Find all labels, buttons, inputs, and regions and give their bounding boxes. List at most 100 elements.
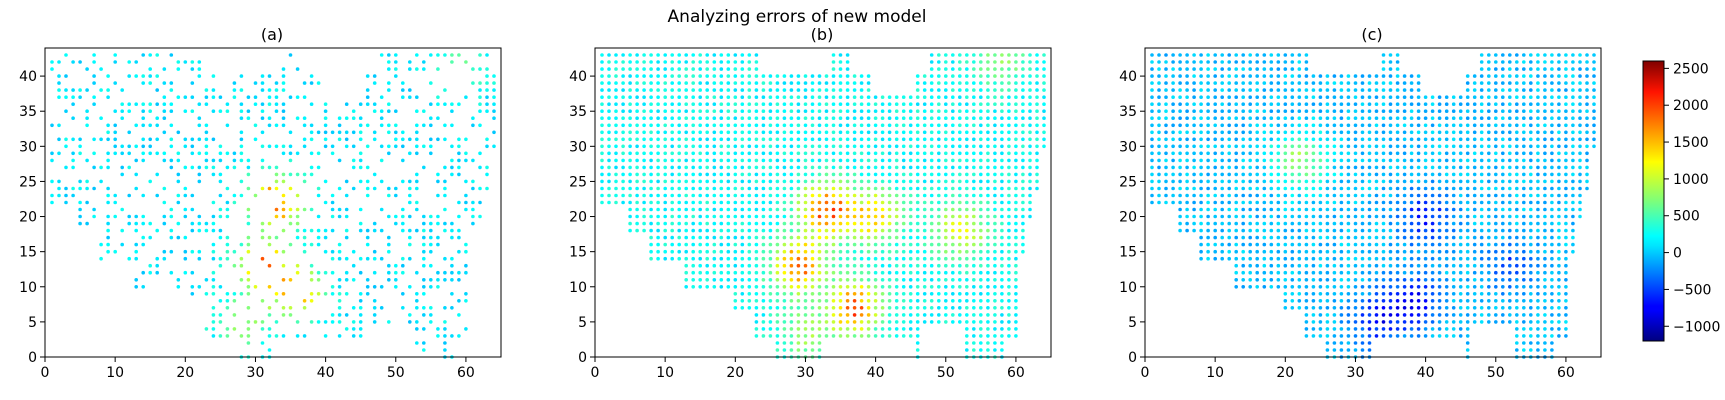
scatter-point bbox=[908, 228, 913, 233]
scatter-point bbox=[1304, 137, 1309, 142]
scatter-point bbox=[972, 207, 976, 212]
scatter-point bbox=[450, 221, 454, 226]
scatter-point bbox=[873, 158, 878, 163]
scatter-point bbox=[958, 158, 962, 163]
scatter-point bbox=[979, 109, 983, 113]
scatter-point bbox=[330, 270, 335, 275]
scatter-point bbox=[880, 306, 885, 310]
scatter-point bbox=[1311, 334, 1316, 338]
scatter-point bbox=[260, 144, 265, 149]
scatter-point bbox=[401, 158, 405, 163]
scatter-point bbox=[1150, 165, 1154, 170]
scatter-point bbox=[712, 158, 717, 163]
scatter-point bbox=[1255, 179, 1259, 184]
scatter-point bbox=[937, 144, 941, 149]
scatter-point bbox=[1501, 200, 1505, 205]
scatter-point bbox=[761, 249, 766, 254]
scatter-point bbox=[922, 102, 927, 106]
scatter-point bbox=[394, 109, 398, 113]
scatter-point bbox=[337, 158, 342, 163]
scatter-point bbox=[1388, 151, 1393, 156]
scatter-point bbox=[1444, 179, 1449, 184]
scatter-point bbox=[979, 263, 983, 268]
scatter-point bbox=[712, 179, 717, 184]
scatter-point bbox=[464, 95, 468, 99]
scatter-point bbox=[1367, 249, 1372, 254]
scatter-point bbox=[1206, 256, 1210, 261]
scatter-point bbox=[1332, 158, 1337, 163]
scatter-point bbox=[1522, 292, 1526, 296]
scatter-point bbox=[810, 200, 815, 205]
x-tick-label: 40 bbox=[867, 365, 885, 381]
scatter-point bbox=[1472, 172, 1477, 177]
scatter-point bbox=[845, 249, 850, 254]
scatter-point bbox=[845, 306, 850, 310]
scatter-point bbox=[972, 123, 976, 128]
scatter-point bbox=[852, 221, 857, 226]
scatter-point bbox=[958, 193, 962, 198]
scatter-point bbox=[600, 200, 604, 205]
scatter-point bbox=[986, 116, 990, 120]
scatter-point bbox=[754, 186, 759, 191]
scatter-point bbox=[880, 95, 885, 99]
scatter-point bbox=[1381, 144, 1386, 149]
scatter-point bbox=[1021, 200, 1025, 205]
scatter-point bbox=[232, 158, 237, 163]
scatter-point bbox=[127, 151, 131, 156]
scatter-point bbox=[1007, 172, 1011, 177]
scatter-point bbox=[443, 327, 447, 331]
scatter-point bbox=[162, 256, 167, 261]
scatter-point bbox=[789, 158, 794, 163]
scatter-point bbox=[281, 193, 286, 198]
scatter-point bbox=[979, 151, 983, 156]
scatter-point bbox=[761, 165, 766, 170]
scatter-point bbox=[450, 270, 454, 275]
scatter-point bbox=[824, 151, 829, 156]
scatter-point bbox=[901, 214, 906, 219]
scatter-point bbox=[1508, 221, 1512, 226]
scatter-point bbox=[422, 67, 426, 71]
scatter-point bbox=[1416, 221, 1421, 226]
scatter-point bbox=[358, 137, 363, 142]
scatter-point bbox=[698, 193, 702, 198]
scatter-point bbox=[253, 123, 258, 128]
scatter-point bbox=[754, 144, 759, 149]
scatter-point bbox=[958, 200, 962, 205]
scatter-point bbox=[1248, 270, 1252, 275]
scatter-point bbox=[295, 221, 300, 226]
scatter-point bbox=[422, 109, 426, 113]
scatter-point bbox=[148, 221, 152, 226]
scatter-point bbox=[600, 193, 604, 198]
scatter-point bbox=[1543, 172, 1547, 177]
scatter-point bbox=[705, 235, 709, 240]
scatter-point bbox=[915, 299, 920, 303]
scatter-point bbox=[1178, 151, 1182, 156]
scatter-point bbox=[635, 109, 639, 113]
scatter-point bbox=[1283, 172, 1288, 177]
scatter-point bbox=[1311, 165, 1316, 170]
scatter-point bbox=[845, 334, 850, 338]
scatter-point bbox=[859, 256, 864, 261]
scatter-point bbox=[908, 186, 913, 191]
scatter-point bbox=[330, 130, 335, 135]
scatter-point bbox=[614, 158, 618, 163]
scatter-point bbox=[1206, 158, 1210, 163]
scatter-point bbox=[1388, 334, 1393, 338]
scatter-point bbox=[1479, 172, 1484, 177]
scatter-point bbox=[986, 235, 990, 240]
scatter-point bbox=[831, 81, 836, 85]
scatter-point bbox=[1028, 95, 1032, 99]
scatter-point bbox=[1402, 249, 1407, 254]
scatter-point bbox=[929, 144, 934, 149]
scatter-point bbox=[358, 299, 363, 303]
scatter-point bbox=[281, 109, 286, 113]
scatter-point bbox=[1339, 270, 1344, 275]
scatter-point bbox=[986, 144, 990, 149]
scatter-point bbox=[1423, 334, 1428, 338]
scatter-point bbox=[1374, 285, 1379, 289]
scatter-point bbox=[1381, 320, 1386, 324]
scatter-point bbox=[337, 285, 342, 289]
scatter-point bbox=[929, 137, 934, 142]
scatter-point bbox=[1465, 334, 1470, 338]
scatter-point bbox=[309, 299, 314, 303]
